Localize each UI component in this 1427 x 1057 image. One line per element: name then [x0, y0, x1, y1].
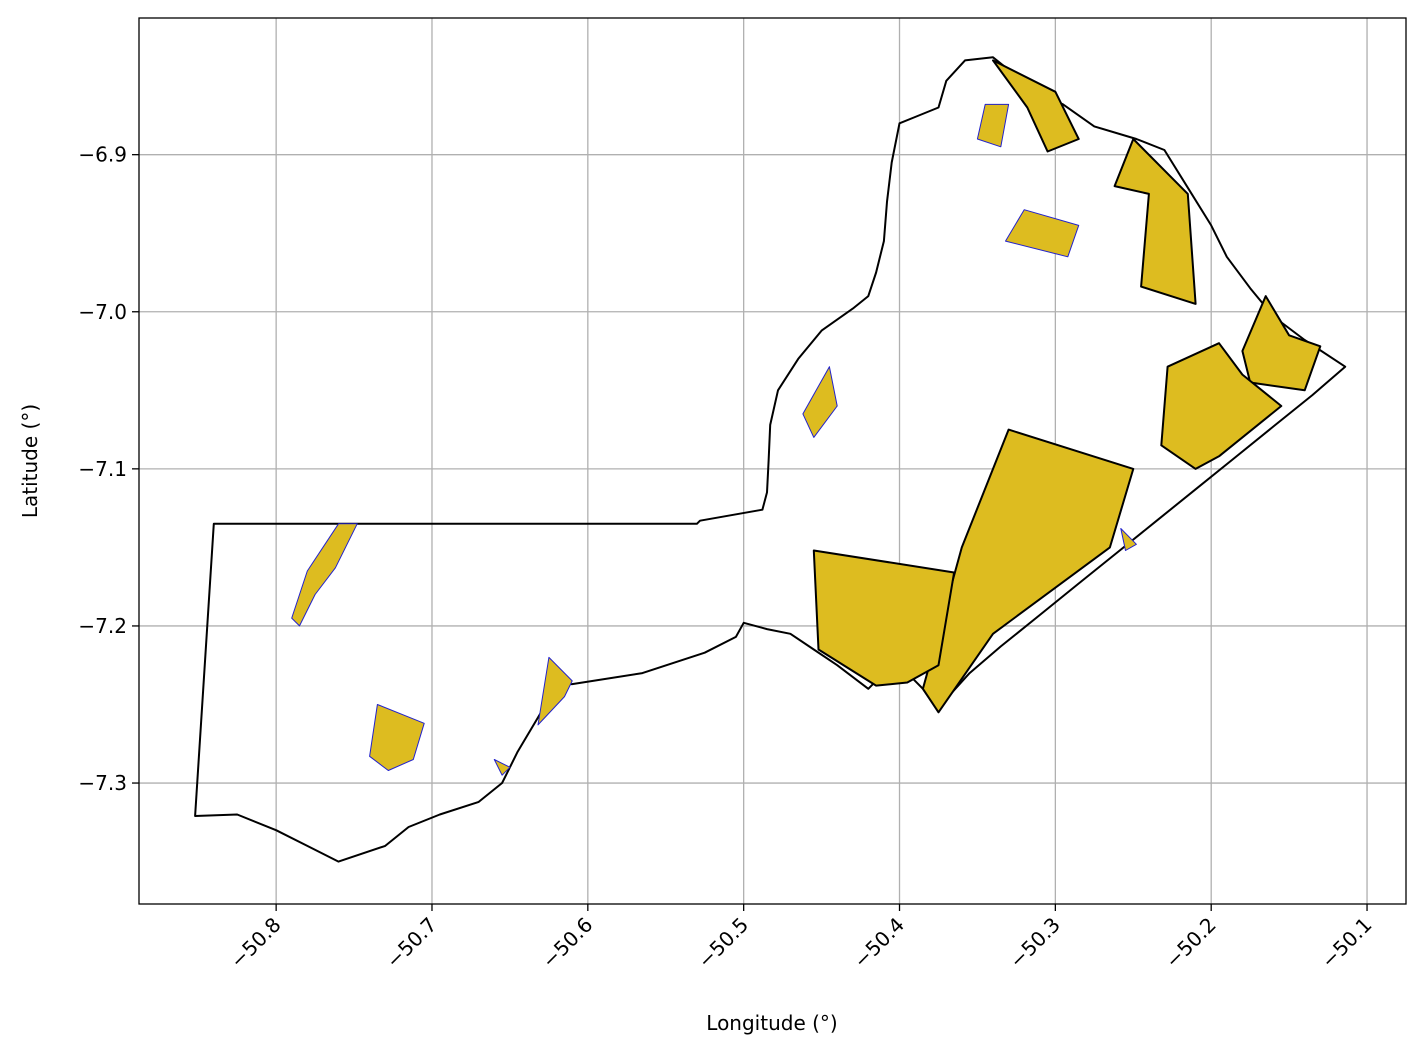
parcel-polygon — [291, 523, 358, 627]
parcel-polygon — [1241, 295, 1322, 392]
plot-frame — [138, 17, 1407, 905]
parcel-polygon — [369, 704, 425, 771]
y-tick-label: −7.0 — [78, 300, 127, 324]
parcel-polygon — [992, 59, 1080, 153]
parcel-polygon — [493, 759, 511, 776]
y-tick-label: −7.3 — [78, 771, 127, 795]
y-tick-label: −6.9 — [78, 143, 127, 167]
x-axis-label: Longitude (°) — [706, 1011, 837, 1035]
parcel-polygon — [537, 656, 573, 726]
parcel-polygon — [1160, 342, 1283, 470]
parcel-polygon — [1120, 528, 1137, 551]
y-tick-label: −7.2 — [78, 614, 127, 638]
parcel-polygon — [1005, 209, 1080, 258]
parcel-polygon — [812, 549, 956, 687]
parcel-polygon — [921, 428, 1135, 714]
parcel-polygon — [1113, 138, 1197, 305]
y-axis-ticks: −6.9 −7.0 −7.1 −7.2 −7.3 — [78, 143, 139, 795]
map-layer — [194, 56, 1347, 863]
parcel-polygon — [802, 366, 838, 438]
y-tick-label: −7.1 — [78, 457, 127, 481]
parcel-polygon — [976, 103, 1010, 148]
y-axis-label: Latitude (°) — [18, 404, 42, 518]
